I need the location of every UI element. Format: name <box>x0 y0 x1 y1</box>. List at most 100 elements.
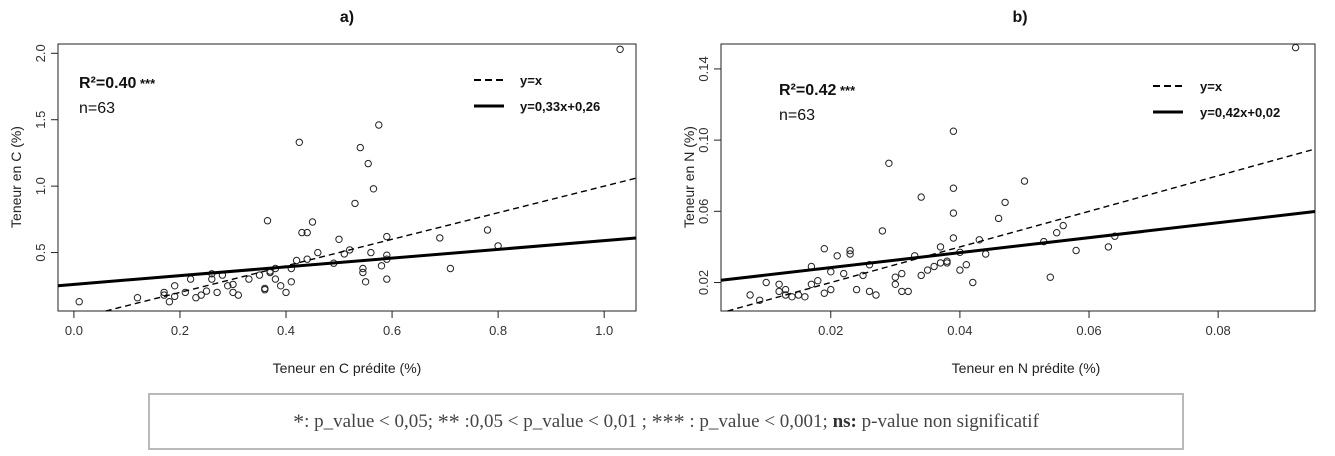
panel-a-x-tick-label-3: 0.6 <box>383 323 401 338</box>
panel-b-sample-size: n=63 <box>779 107 815 124</box>
panel-a-point-37 <box>263 217 272 225</box>
panel-a-point-51 <box>377 262 386 270</box>
panel-b-point-33 <box>917 193 925 201</box>
panel-a-point-23 <box>261 284 269 293</box>
panel-b-y-axis-label: Teneur en N (%) <box>681 126 697 228</box>
panel-b-point-26 <box>885 159 893 168</box>
panel-b-x-tick-label-0: 0.02 <box>818 323 843 338</box>
panel-b-plot-frame <box>720 43 1316 312</box>
panel-b-point-29 <box>898 287 906 296</box>
panel-b-point-59 <box>936 243 945 251</box>
panel-b-x-tick-label-3: 0.08 <box>1205 323 1230 338</box>
panel-a-point-20 <box>245 275 253 283</box>
panel-b: b) 0.02 0.04 0.06 0.08 0.02 0.06 0.10 0.14 Ten… <box>681 9 1316 376</box>
panel-a-y-tick-label-1: 1.0 <box>33 177 48 195</box>
panel-a-point-6 <box>171 282 179 290</box>
panel-a-point-42 <box>351 199 359 208</box>
panel-a-y-ticks: 0.5 1.0 1.5 2.0 <box>33 44 58 262</box>
footnote-one-star-text: : p_value < 0,05; <box>304 410 438 432</box>
panel-b-point-30 <box>898 269 906 278</box>
panel-a-legend-identity: y=x <box>520 73 543 88</box>
panel-a-y-tick-label-0: 0.5 <box>33 244 48 262</box>
panel-a-point-45 <box>359 264 367 273</box>
panel-a-point-33 <box>298 228 306 237</box>
panel-a-point-60 <box>616 45 624 53</box>
panel-a-x-tick-label-5: 1.0 <box>595 323 613 338</box>
panel-b-point-15 <box>827 285 835 294</box>
panel-b-x-ticks: 0.02 0.04 0.06 0.08 <box>818 311 1231 338</box>
panel-b-point-45 <box>962 261 970 269</box>
panel-a-point-58 <box>483 226 492 234</box>
panel-b-point-27 <box>891 273 899 281</box>
panel-a-point-29 <box>282 288 290 297</box>
panel-b-point-43 <box>949 234 958 242</box>
panel-b-point-11 <box>807 280 816 288</box>
panel-b-point-42 <box>949 127 958 135</box>
panel-b-y-tick-label-1: 0.06 <box>696 199 711 224</box>
panel-b-point-31 <box>904 287 912 296</box>
panel-b-point-41 <box>949 184 958 192</box>
panel-b-point-34 <box>917 271 925 280</box>
panel-a-point-1 <box>133 294 142 302</box>
panel-b-point-47 <box>975 236 983 244</box>
panel-b-point-4 <box>775 287 783 296</box>
panel-b-point-39 <box>943 257 951 265</box>
panel-a-y-tick-label-2: 1.5 <box>33 111 48 129</box>
panel-a-point-18 <box>229 280 237 289</box>
panel-a-point-30 <box>287 278 295 286</box>
panel-b-label: b) <box>1012 9 1027 26</box>
panel-a-point-56 <box>436 234 444 242</box>
panel-a-point-11 <box>202 287 211 295</box>
panel-b-legend-regression: y=0,42x+0,02 <box>1200 105 1280 120</box>
panel-b-point-50 <box>1020 177 1029 185</box>
panel-a-r2-annotation: R²=0.40 *** <box>79 75 156 92</box>
panel-b-point-20 <box>846 246 854 255</box>
panel-b-point-16 <box>827 268 835 276</box>
panel-a-point-3 <box>160 288 168 297</box>
panel-a-fit-lines <box>57 177 637 312</box>
panel-a-point-14 <box>213 288 221 297</box>
figure: a) 0.0 0.2 0.4 0.6 0.8 1.0 0.5 1.0 1.5 2.0 Teneu… <box>8 9 1316 376</box>
panel-b-point-37 <box>936 259 945 267</box>
panel-b-point-19 <box>846 250 854 258</box>
panel-a-point-36 <box>314 248 322 257</box>
panel-b-point-40 <box>949 209 958 217</box>
panel-b-point-55 <box>1072 246 1080 255</box>
panel-b-point-17 <box>833 252 841 260</box>
panel-a-point-8 <box>186 275 195 283</box>
panel-a-point-13 <box>208 275 216 283</box>
panel-a-point-41 <box>346 246 354 254</box>
panel-a-x-ticks: 0.0 0.2 0.4 0.6 0.8 1.0 <box>65 311 613 338</box>
panel-a-x-tick-label-2: 0.4 <box>277 323 295 338</box>
panel-a-regression-line <box>57 236 637 288</box>
panel-a-point-26 <box>271 275 280 283</box>
panel-b-point-36 <box>930 262 938 271</box>
panel-a-point-43 <box>356 143 364 152</box>
panel-b-point-24 <box>872 291 880 299</box>
panel-b-point-46 <box>969 278 977 287</box>
panel-a-point-54 <box>383 232 391 241</box>
panel-a-point-40 <box>340 250 348 258</box>
panel-b-point-9 <box>801 293 809 301</box>
panel-a-legend-regression: y=0,33x+0,26 <box>520 99 600 114</box>
panel-b-y-tick-label-0: 0.02 <box>696 270 711 295</box>
panel-b-point-18 <box>840 269 848 278</box>
panel-a-label: a) <box>340 9 354 26</box>
panel-a-identity-line <box>105 177 637 312</box>
panel-a-point-49 <box>369 185 378 193</box>
panel-a-sample-size: n=63 <box>79 100 115 117</box>
footnote-three-star-text: : p_value < 0,001; <box>684 410 833 432</box>
panel-b-point-14 <box>820 289 828 297</box>
panel-a-legend: y=x y=0,33x+0,26 <box>474 73 600 114</box>
panel-a-point-47 <box>364 159 372 168</box>
panel-a-point-32 <box>292 256 301 265</box>
panel-b-y-tick-label-3: 0.14 <box>696 56 711 81</box>
panel-b-point-23 <box>865 287 874 296</box>
panel-b-points <box>746 43 1300 304</box>
panel-a-significance-stars: *** <box>136 76 156 91</box>
panel-b-point-44 <box>956 266 964 274</box>
panel-a-x-tick-label-1: 0.2 <box>171 323 189 338</box>
significance-footnote: *: p_value < 0,05; ** :0,05 < p_value < … <box>148 393 1184 450</box>
panel-b-x-tick-label-1: 0.04 <box>947 323 972 338</box>
footnote-one-star: * <box>293 408 305 434</box>
